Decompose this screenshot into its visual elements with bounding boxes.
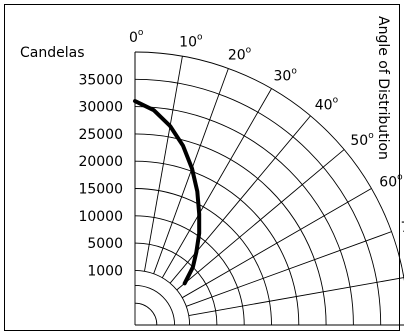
series-layer (133, 99, 202, 286)
grid-spoke (169, 115, 311, 284)
grid-arc (134, 160, 300, 326)
radial-tick-label: 30000 (78, 100, 123, 116)
grid-arc (134, 284, 176, 326)
grid-arc (134, 188, 272, 326)
radial-axis-label: Candelas (20, 45, 85, 61)
radial-tick-label: 35000 (78, 72, 123, 88)
angle-tick-label: 70o (401, 218, 404, 236)
polar-grid (134, 51, 404, 326)
radial-tick-label: 20000 (78, 154, 123, 170)
radial-tick-label: 15000 (78, 182, 123, 198)
grid-arc (134, 269, 191, 326)
grid-arc (134, 215, 245, 326)
grid-spoke (144, 56, 183, 272)
angle-tick-label: 10o (179, 32, 203, 50)
angle-tick-label: 60o (379, 173, 403, 191)
grid-spoke (182, 188, 372, 299)
grid-arc (134, 78, 382, 326)
radial-tick-label: 1000 (87, 263, 123, 279)
angle-tick-label: 20o (228, 45, 252, 63)
grid-arc (134, 51, 404, 282)
radial-tick-label: 25000 (78, 127, 123, 143)
grid-spoke (176, 149, 345, 291)
grid-spoke (188, 277, 404, 316)
candela-curve (133, 99, 202, 286)
angle-tick-label: 40o (315, 96, 339, 114)
chart-frame (4, 4, 400, 331)
grid-spoke (161, 88, 272, 278)
grid-arc (134, 302, 158, 326)
angle-tick-label: 30o (274, 67, 298, 85)
angular-axis-label: Angle of Distribution (375, 16, 391, 160)
radial-tick-labels: 1000 5000 10000 15000 20000 25000 30000 35000 (78, 72, 123, 279)
radial-tick-label: 5000 (87, 236, 123, 252)
angle-tick-label: 0o (129, 28, 144, 46)
angle-tick-label: 50o (350, 131, 374, 149)
grid-spoke (186, 231, 392, 307)
radial-tick-label: 10000 (78, 209, 123, 225)
angle-tick-labels: 0o10o20o30o40o50o60o70o80o90o (129, 28, 404, 236)
grid-arc (134, 106, 354, 326)
